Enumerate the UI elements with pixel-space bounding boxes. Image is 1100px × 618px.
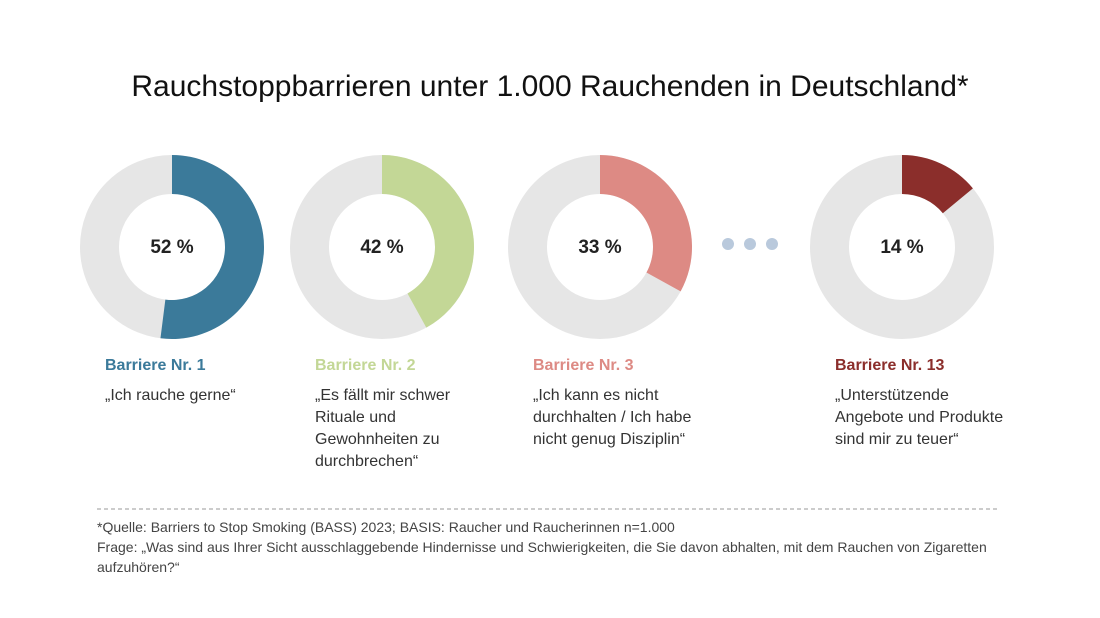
ellipsis-dot [744,238,756,250]
donut-segment [160,155,264,339]
barrier-title: Barriere Nr. 13 [835,357,945,374]
donut-segment [600,155,692,292]
value-label: 42 % [360,237,403,258]
ellipsis-dot [766,238,778,250]
barrier-quote: „Es fällt mir schwer Rituale und Gewohnh… [315,387,451,470]
value-label: 33 % [578,237,621,258]
footnote-source: *Quelle: Barriers to Stop Smoking (BASS)… [97,519,675,535]
value-label: 14 % [880,237,923,258]
donut-segment [902,155,973,214]
barrier-title: Barriere Nr. 1 [105,357,206,374]
barrier-title: Barriere Nr. 2 [315,357,416,374]
donut-segment [382,155,475,328]
barrier-quote: „Unterstützende Angebote und Produkte si… [835,387,1004,448]
barrier-quote: „Ich kann es nicht durchhalten / Ich hab… [533,387,692,448]
footnote-question: Frage: „Was sind aus Ihrer Sicht ausschl… [97,539,987,575]
value-label: 52 % [150,237,193,258]
ellipsis-dot [722,238,734,250]
barrier-title: Barriere Nr. 3 [533,357,634,374]
barrier-quote: „Ich rauche gerne“ [105,387,236,404]
page-title: Rauchstoppbarrieren unter 1.000 Rauchend… [131,70,969,103]
